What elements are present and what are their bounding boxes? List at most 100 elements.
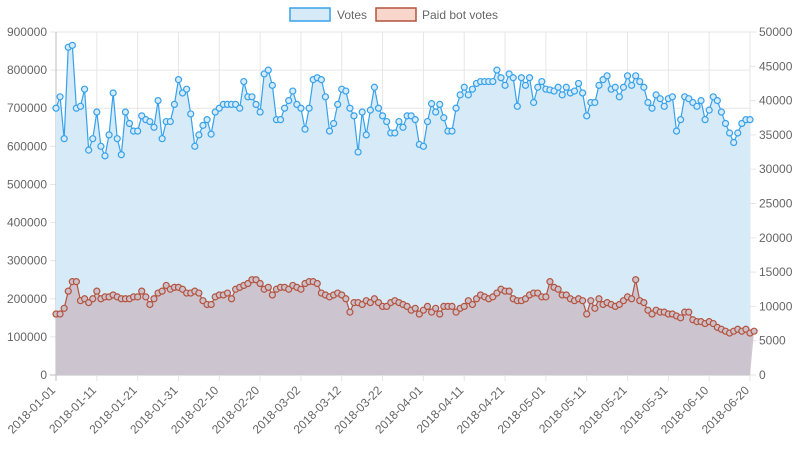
point-votes xyxy=(281,104,289,112)
point-votes xyxy=(746,116,754,124)
point-votes xyxy=(297,104,305,112)
point-votes xyxy=(730,138,738,147)
point-votes xyxy=(346,104,354,112)
point-votes xyxy=(199,121,207,129)
point-votes xyxy=(554,83,562,91)
point-votes xyxy=(256,108,264,116)
point-paid-bot-votes xyxy=(632,276,640,284)
point-paid-bot-votes xyxy=(89,295,97,303)
point-votes xyxy=(60,135,68,143)
point-votes xyxy=(697,96,705,105)
point-votes xyxy=(391,129,399,137)
point-votes xyxy=(558,91,566,99)
point-votes xyxy=(248,93,256,101)
point-votes xyxy=(362,131,370,139)
y-right-tick-label: 45000 xyxy=(759,59,793,73)
point-votes xyxy=(109,89,117,97)
point-votes xyxy=(321,93,330,101)
point-votes xyxy=(693,102,701,110)
y-axis-right: 0 5000 10000 15000 20000 25000 30000 35000 40000… xyxy=(750,25,793,382)
point-votes xyxy=(146,117,154,126)
point-paid-bot-votes xyxy=(436,310,444,318)
point-votes xyxy=(154,96,162,105)
point-votes xyxy=(595,81,603,89)
point-votes xyxy=(236,104,244,112)
point-votes xyxy=(644,98,652,107)
y-left-tick-label: 800000 xyxy=(7,63,47,77)
point-votes xyxy=(623,72,632,80)
point-votes xyxy=(350,112,358,120)
point-votes xyxy=(734,129,742,137)
point-votes xyxy=(378,112,387,120)
point-paid-bot-votes xyxy=(297,285,305,293)
point-votes xyxy=(399,123,407,131)
point-votes xyxy=(591,98,599,107)
point-paid-bot-votes xyxy=(587,297,595,305)
point-paid-bot-votes xyxy=(227,295,236,303)
y-right-tick-label: 30000 xyxy=(759,162,793,176)
point-votes xyxy=(170,100,178,109)
point-votes xyxy=(150,123,158,131)
point-votes xyxy=(80,85,89,93)
plot-area xyxy=(52,41,758,376)
point-votes xyxy=(85,146,93,154)
point-votes xyxy=(113,135,121,143)
point-paid-bot-votes xyxy=(150,295,158,303)
y-right-tick-label: 20000 xyxy=(759,231,793,245)
area-paid-bot-votes xyxy=(56,279,755,375)
point-votes xyxy=(97,142,105,150)
point-votes xyxy=(611,83,619,91)
point-votes xyxy=(334,100,342,109)
point-paid-bot-votes xyxy=(505,287,513,295)
y-left-tick-label: 200000 xyxy=(7,292,47,306)
point-paid-bot-votes xyxy=(448,302,456,310)
y-right-tick-label: 25000 xyxy=(759,197,793,211)
y-left-tick-label: 700000 xyxy=(7,101,47,115)
point-paid-bot-votes xyxy=(423,302,432,310)
point-votes xyxy=(713,96,721,105)
y-left-tick-label: 900000 xyxy=(7,25,47,39)
point-votes xyxy=(493,66,501,74)
point-votes xyxy=(636,77,644,86)
point-votes xyxy=(93,108,101,116)
point-votes xyxy=(534,83,542,91)
point-votes xyxy=(166,117,174,126)
point-votes xyxy=(517,74,525,82)
legend-label-votes: Votes xyxy=(337,8,367,22)
point-votes xyxy=(464,91,472,99)
point-votes xyxy=(456,91,464,99)
point-votes xyxy=(56,93,64,101)
point-votes xyxy=(374,104,383,112)
point-paid-bot-votes xyxy=(146,300,154,309)
point-votes xyxy=(183,85,191,93)
point-votes xyxy=(195,131,203,139)
point-paid-bot-votes xyxy=(158,287,166,295)
point-paid-bot-votes xyxy=(93,287,101,295)
point-votes xyxy=(603,72,611,80)
point-votes xyxy=(509,74,517,82)
point-votes xyxy=(240,77,248,86)
point-paid-bot-votes xyxy=(628,295,636,303)
point-votes xyxy=(89,135,97,143)
legend-label-paid-bot-votes: Paid bot votes xyxy=(422,8,498,22)
point-paid-bot-votes xyxy=(346,308,354,316)
point-votes xyxy=(448,127,456,135)
y-left-tick-label: 300000 xyxy=(7,254,47,268)
point-votes xyxy=(330,119,338,128)
point-paid-bot-votes xyxy=(554,285,562,293)
y-right-tick-label: 5000 xyxy=(759,334,786,348)
point-votes xyxy=(289,87,297,95)
point-paid-bot-votes xyxy=(264,283,272,291)
y-axis-left: 0 100000 200000 300000 400000 500000 600000 700… xyxy=(7,25,47,382)
point-paid-bot-votes xyxy=(138,287,146,295)
point-paid-bot-votes xyxy=(72,278,81,286)
point-paid-bot-votes xyxy=(268,291,276,299)
legend-swatch-votes xyxy=(289,7,331,22)
legend[interactable]: Votes Paid bot votes xyxy=(289,7,498,22)
legend-item-paid-bot-votes[interactable]: Paid bot votes xyxy=(375,7,498,22)
point-votes xyxy=(419,142,428,150)
point-paid-bot-votes xyxy=(685,308,693,316)
legend-item-votes[interactable]: Votes xyxy=(289,7,367,22)
point-votes xyxy=(121,108,130,116)
